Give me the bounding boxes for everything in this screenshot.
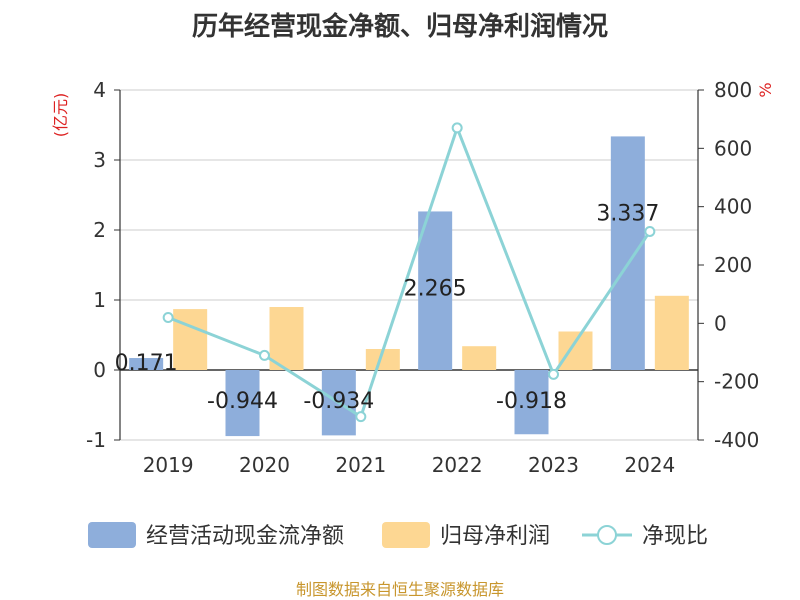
left-tick-label: 4 [93, 78, 106, 102]
right-tick-label: 200 [714, 253, 752, 277]
bar-data-label: 2.265 [404, 276, 467, 301]
ratio-point [259, 349, 270, 361]
right-tick-label: -200 [714, 370, 759, 394]
left-tick-label: 2 [93, 218, 106, 242]
ratio-point [548, 368, 559, 380]
bar-data-label: 3.337 [596, 201, 659, 226]
right-tick-label: 800 [714, 78, 752, 102]
bar-data-label: -0.934 [303, 389, 374, 414]
right-tick-label: 0 [714, 311, 727, 335]
bar-netprofit [654, 295, 689, 370]
bar-data-label: -0.918 [496, 389, 567, 414]
bar-netprofit [462, 346, 497, 370]
bar-series [129, 136, 689, 437]
bar-data-label: 0.171 [115, 351, 178, 376]
legend: 经营活动现金流净额 归母净利润 净现比 [88, 522, 708, 549]
grid-lines [120, 89, 698, 441]
right-tick-label: 400 [714, 195, 752, 219]
right-axis-unit: % [756, 82, 775, 97]
left-tick-label: 1 [93, 288, 106, 312]
bar-cashflow [514, 370, 549, 435]
left-tick-label: 3 [93, 148, 106, 172]
right-tick-label: -400 [714, 428, 759, 452]
legend-marker [597, 525, 617, 545]
bar-netprofit [365, 349, 400, 370]
right-tick-label: 600 [714, 136, 752, 160]
legend-swatch [88, 522, 136, 548]
ratio-point [451, 122, 463, 134]
bar-netprofit [173, 309, 208, 370]
left-tick-label: 0 [93, 358, 106, 382]
x-tick-label: 2019 [143, 453, 194, 477]
legend-label: 净现比 [642, 524, 708, 549]
x-tick-label: 2023 [528, 453, 579, 477]
ratio-point [162, 312, 174, 323]
bar-cashflow [225, 370, 260, 437]
line-series [162, 122, 656, 423]
x-tick-label: 2022 [432, 453, 483, 477]
bar-netprofit [269, 307, 304, 370]
bar-cashflow [418, 211, 453, 370]
ratio-point [644, 225, 656, 237]
x-tick-label: 2020 [239, 453, 290, 477]
x-tick-label: 2021 [335, 453, 386, 477]
x-tick-label: 2024 [624, 453, 675, 477]
bar-netprofit [558, 331, 593, 370]
bar-cashflow [129, 358, 164, 370]
bar-cashflow [610, 136, 645, 370]
source-note: 制图数据来自恒生聚源数据库 [295, 580, 504, 599]
chart-title: 历年经营现金净额、归母净利润情况 [191, 12, 608, 42]
left-axis-unit: (亿元) [51, 93, 70, 138]
left-tick-label: -1 [86, 428, 106, 452]
axes: 4 3 2 1 0 -1 800 600 400 200 0 -200 -400 (亿元)% 2019 202… [51, 78, 775, 477]
ratio-point [355, 411, 367, 423]
bar-data-label: -0.944 [207, 389, 278, 414]
legend-label: 经营活动现金流净额 [146, 524, 344, 549]
legend-label: 归母净利润 [440, 524, 550, 549]
legend-swatch [382, 522, 430, 548]
data-labels: 0.171 -0.944 -0.934 2.265 -0.918 3.337 [115, 201, 660, 414]
ratio-line [167, 123, 652, 419]
